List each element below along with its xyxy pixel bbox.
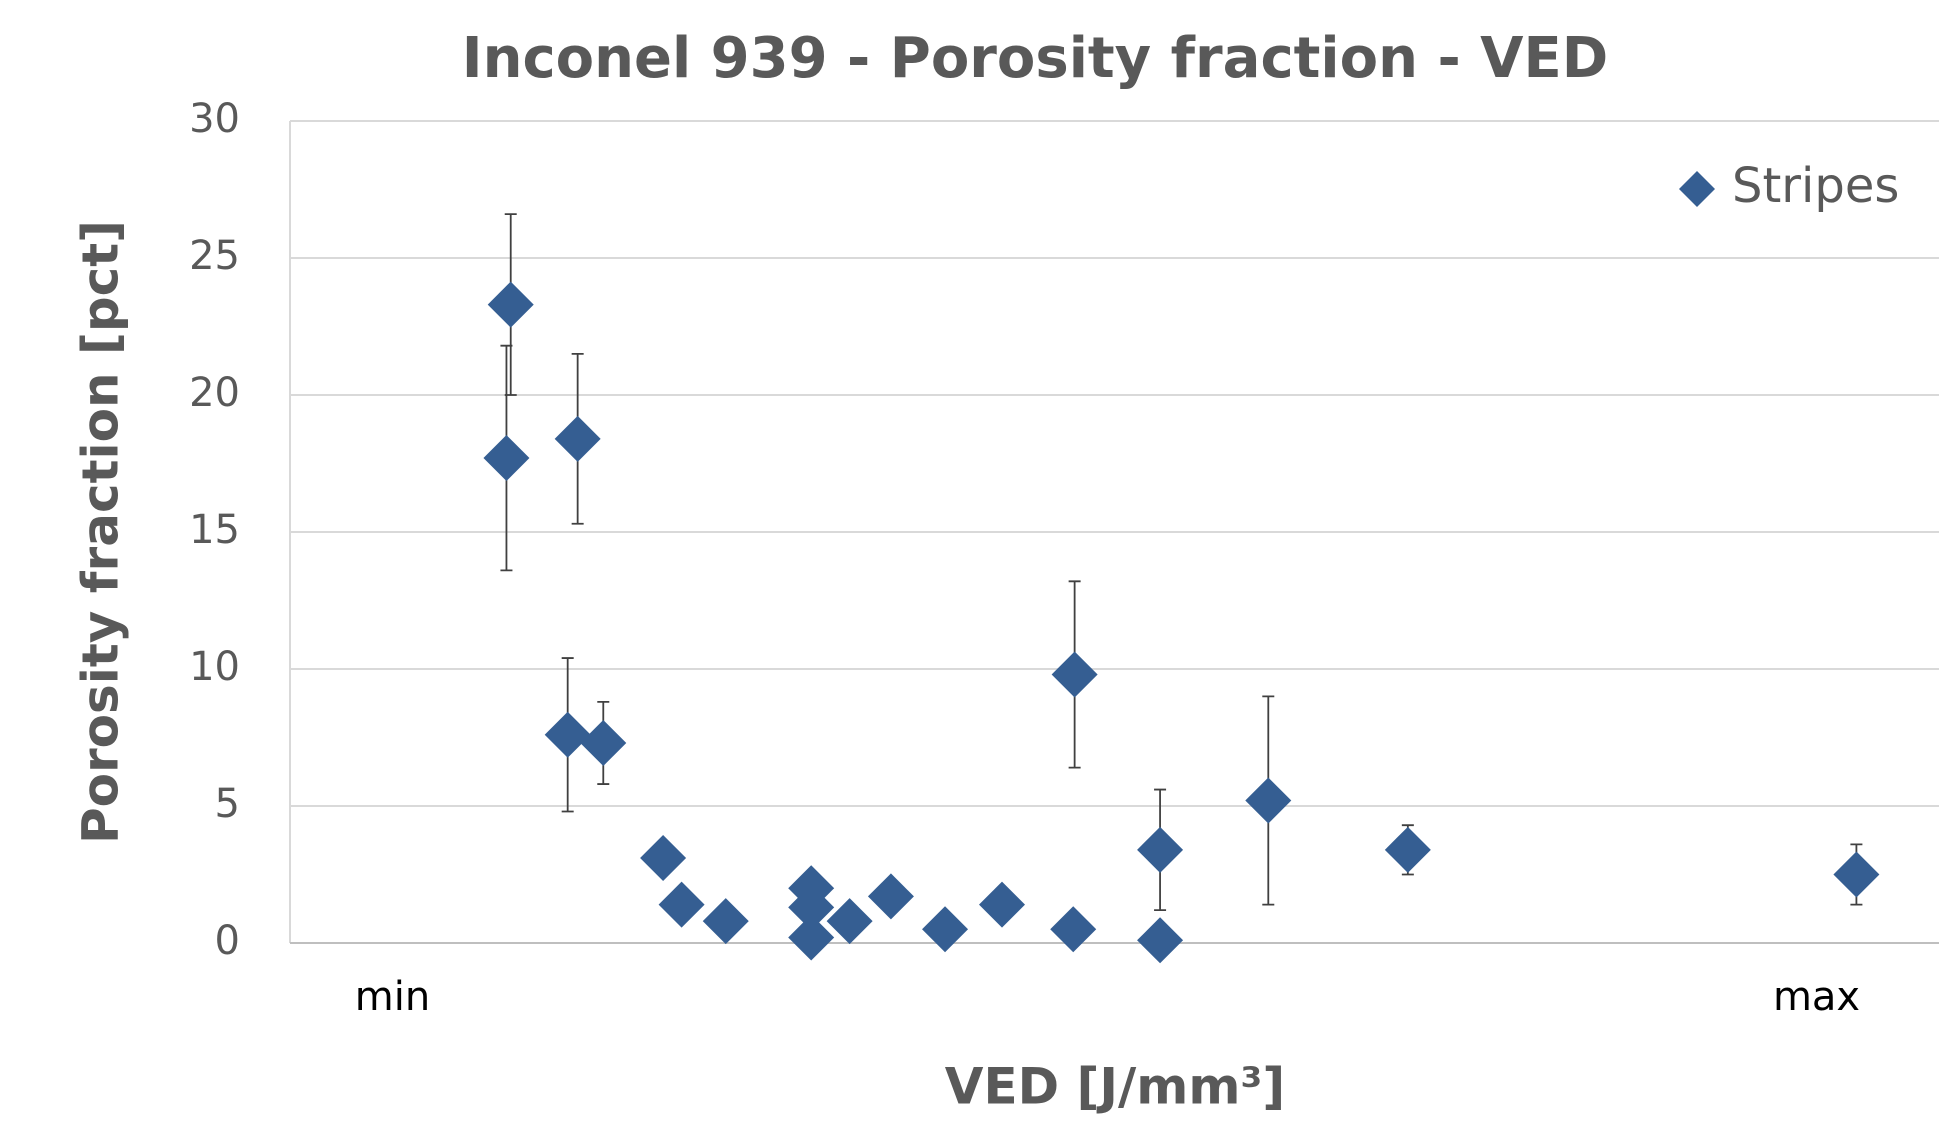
data-point xyxy=(702,898,749,945)
data-point xyxy=(826,898,873,945)
data-point xyxy=(1051,651,1098,698)
data-point xyxy=(554,415,601,462)
y-axis-title: Porosity fraction [pct] xyxy=(72,220,130,844)
y-tick-label: 20 xyxy=(189,370,240,416)
y-tick-label: 10 xyxy=(189,644,240,690)
data-point xyxy=(1833,851,1880,898)
data-point xyxy=(487,281,534,328)
data-point xyxy=(640,835,687,882)
data-point xyxy=(1137,826,1184,873)
data-point xyxy=(1137,917,1184,964)
x-tick-label: max xyxy=(1773,974,1860,1020)
legend-marker xyxy=(1679,171,1715,207)
data-point xyxy=(1050,906,1097,953)
y-tick-label: 25 xyxy=(189,233,240,279)
data-point xyxy=(580,719,627,766)
legend-label: Stripes xyxy=(1732,158,1899,214)
data-point xyxy=(788,884,835,931)
data-point xyxy=(867,873,914,920)
y-tick-label: 30 xyxy=(189,96,240,142)
data-point xyxy=(788,914,835,961)
data-point xyxy=(483,435,530,482)
data-point xyxy=(1245,777,1292,824)
x-tick-label: min xyxy=(355,974,430,1020)
x-axis-title: VED [J/mm³] xyxy=(945,1058,1285,1116)
data-point xyxy=(922,906,969,953)
y-tick-label: 0 xyxy=(215,918,240,964)
data-point xyxy=(1384,826,1431,873)
data-point xyxy=(979,881,1026,928)
chart-title: Inconel 939 - Porosity fraction - VED xyxy=(462,26,1609,91)
data-point xyxy=(544,711,591,758)
y-tick-label: 15 xyxy=(189,507,240,553)
data-point xyxy=(658,881,705,928)
y-tick-label: 5 xyxy=(215,781,240,827)
